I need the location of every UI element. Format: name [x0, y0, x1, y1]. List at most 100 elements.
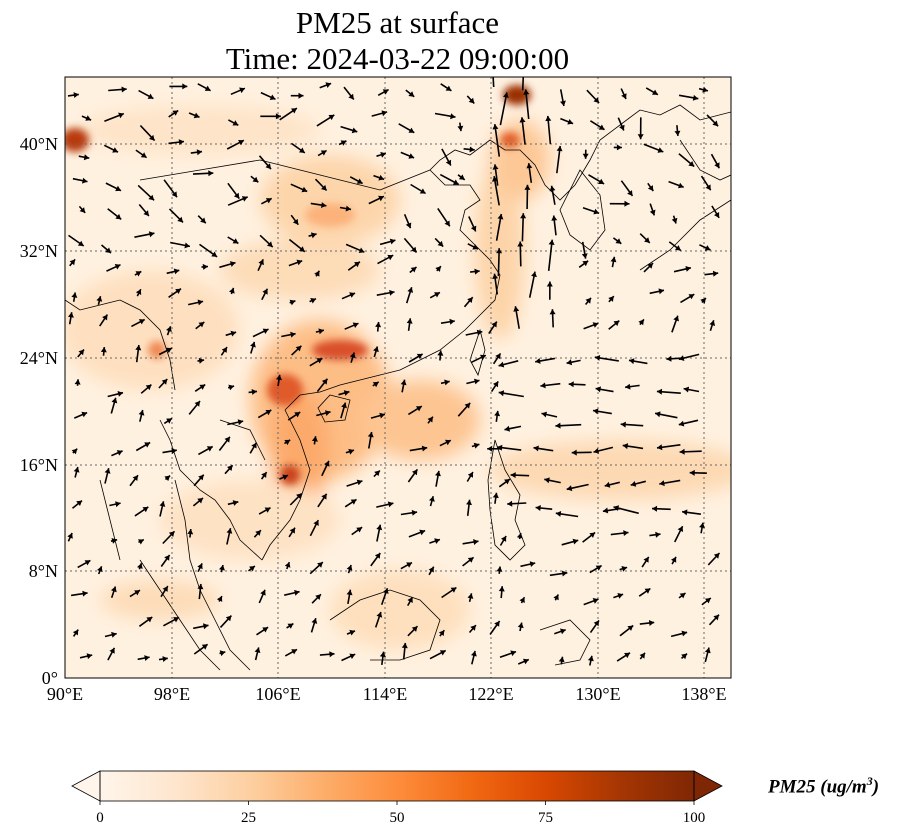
wind-arrow-head [200, 217, 206, 224]
lat-tick: 40°N [20, 134, 58, 154]
wind-arrow-head [182, 83, 188, 90]
wind-arrow-head [82, 590, 88, 597]
wind-arrow-head [224, 436, 230, 443]
wind-arrow-head [143, 210, 149, 216]
wind-arrow-head [659, 480, 665, 487]
wind-arrow-head [79, 207, 86, 213]
wind-arrow-shaft [547, 239, 553, 271]
colorbar-label: PM25 (ug/m3) [768, 774, 880, 798]
wind-arrow-head [535, 505, 541, 511]
wind-arrow-head [467, 593, 474, 599]
wind-arrow-head [221, 347, 227, 353]
wind-arrow-head [678, 182, 684, 189]
wind-arrow-head [469, 146, 475, 153]
wind-arrow-head [379, 651, 386, 658]
wind-arrow-head [375, 322, 382, 328]
wind-arrow-head [316, 358, 323, 364]
wind-arrow-head [159, 501, 166, 507]
wind-arrow-head [467, 472, 473, 478]
wind-arrow-head [412, 469, 418, 476]
wind-arrow-head [487, 445, 493, 452]
wind-arrow-head [658, 288, 664, 295]
wind-arrow-head [429, 496, 435, 502]
wind-arrow-head [284, 439, 291, 446]
wind-arrow-head [252, 176, 259, 183]
wind-arrow-head [492, 492, 499, 499]
wind-arrow-head [582, 153, 589, 159]
colorbar: 0 25 50 75 100 [71, 770, 723, 826]
wind-arrow-head [296, 493, 302, 499]
wind-arrow-head [700, 298, 706, 304]
wind-arrow-head [531, 271, 537, 278]
wind-arrow-head [408, 91, 415, 97]
wind-arrow-head [321, 493, 327, 500]
wind-arrow-head [104, 468, 111, 474]
wind-arrow-head [146, 617, 153, 623]
colorbar-tick: 100 [683, 810, 706, 826]
wind-arrow-head [71, 448, 78, 455]
wind-arrow-head [556, 146, 563, 152]
wind-arrow-head [520, 213, 527, 219]
wind-arrow-head [102, 314, 108, 321]
wind-arrow-head [619, 124, 625, 131]
wind-arrow-head [269, 94, 276, 100]
lat-tick: 32°N [20, 241, 58, 261]
wind-arrow-head [704, 245, 711, 251]
wind-arrow-head [561, 570, 568, 577]
wind-arrow-head [624, 652, 630, 659]
wind-arrow-head [473, 539, 479, 545]
wind-arrow-head [613, 320, 620, 327]
wind-arrow-head [560, 100, 566, 106]
wind-arrow-head [493, 381, 499, 388]
wind-arrow-head [496, 248, 503, 254]
wind-arrow-head [473, 442, 480, 449]
wind-arrow-head [264, 507, 271, 513]
wind-arrow-head [132, 475, 138, 481]
wind-arrow-head [408, 153, 415, 159]
wind-arrow-head [320, 150, 327, 156]
wind-arrow-head [171, 191, 177, 198]
wind-arrow-head [374, 470, 380, 477]
wind-arrow-head [162, 586, 168, 592]
wind-arrow-head [702, 86, 708, 93]
wind-arrow-head [678, 355, 685, 361]
wind-arrow-head [291, 108, 297, 114]
wind-arrow-head [553, 594, 559, 601]
map-time-title: Time: 2024-03-22 09:00:00 [225, 41, 570, 76]
wind-arrow-head [198, 357, 205, 364]
wind-arrow-head [498, 390, 505, 397]
wind-arrow-head [598, 124, 605, 130]
wind-arrow-head [262, 288, 268, 295]
wind-arrow-head [275, 113, 281, 120]
wind-arrow-head [85, 115, 92, 121]
wind-arrow-head [204, 85, 211, 91]
wind-arrow-head [82, 177, 88, 184]
wind-arrow-head [230, 330, 237, 337]
wind-arrow-head [410, 267, 417, 273]
wind-arrow-head [496, 566, 503, 572]
wind-arrow-head [444, 379, 450, 386]
wind-arrow-head [229, 261, 236, 267]
wind-arrow-head [348, 93, 354, 100]
wind-arrow-head [239, 87, 245, 94]
wind-arrow-head [630, 481, 637, 487]
wind-arrow-head [638, 319, 644, 326]
wind-arrow-head [206, 446, 213, 452]
wind-arrow-head [549, 309, 556, 315]
wind-arrow-head [613, 505, 620, 511]
wind-arrow-head [639, 652, 645, 659]
wind-arrow-head [637, 134, 644, 140]
wind-arrow-head [81, 411, 88, 418]
wind-arrow-head [290, 331, 296, 338]
wind-arrow-head [567, 119, 574, 125]
wind-arrow-head [299, 246, 305, 252]
wind-arrow-head [378, 195, 384, 202]
wind-arrow-head [100, 347, 107, 353]
wind-arrow-head [225, 615, 232, 622]
wind-arrow-head [350, 499, 357, 505]
wind-arrow-head [620, 421, 626, 428]
wind-arrow-head [507, 500, 513, 507]
wind-arrow-head [241, 196, 248, 202]
wind-arrow-head [381, 110, 388, 117]
wind-arrow-head [149, 134, 155, 141]
